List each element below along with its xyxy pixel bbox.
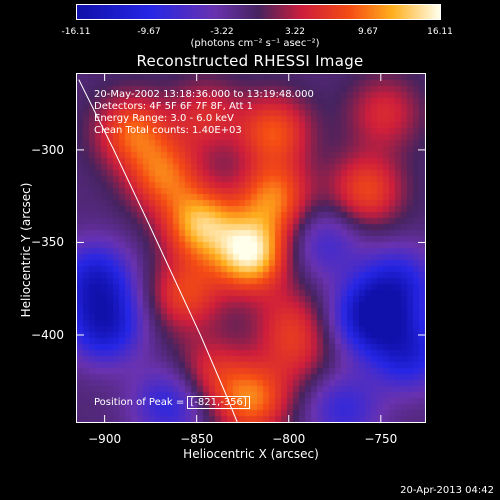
time-range-annotation: 20-May-2002 13:18:36.000 to 13:19:48.000 xyxy=(94,89,314,100)
colorbar-gradient xyxy=(77,5,440,19)
y-tick-label: −400 xyxy=(31,328,64,342)
clean-counts-annotation: Clean Total counts: 1.40E+03 xyxy=(94,125,242,136)
colorbar-unit-label: (photons cm⁻² s⁻¹ asec⁻²) xyxy=(190,38,320,49)
x-tick-label: −850 xyxy=(180,432,214,446)
y-tick-label: −350 xyxy=(31,235,64,250)
chart-title: Reconstructed RHESSI Image xyxy=(136,52,364,70)
colorbar-tick-label: 16.11 xyxy=(427,27,453,37)
y-tick-label: −300 xyxy=(31,142,64,157)
colorbar-tick-label: -9.67 xyxy=(137,27,161,37)
colorbar-tick-label: 3.22 xyxy=(284,27,306,37)
plot-overlay xyxy=(77,74,425,422)
y-axis-label: Heliocentric Y (arcsec) xyxy=(19,182,33,318)
peak-position-annotation: Position of Peak = [-821,-356] xyxy=(94,396,250,409)
detectors-annotation: Detectors: 4F 5F 6F 7F 8F, Att 1 xyxy=(94,101,254,112)
footer-date: 20-Apr-2013 04:42 xyxy=(400,485,494,496)
solar-limb-line xyxy=(78,79,238,422)
colorbar-tick-label: -16.11 xyxy=(61,27,91,37)
heatmap-image xyxy=(77,74,425,422)
x-tick-label: −800 xyxy=(272,432,306,446)
plot-area xyxy=(76,73,426,423)
x-tick-label: −750 xyxy=(364,432,398,446)
x-axis-label: Heliocentric X (arcsec) xyxy=(183,447,319,461)
peak-position-label: Position of Peak = xyxy=(94,397,188,408)
x-tick-label: −900 xyxy=(88,432,122,446)
colorbar-tick-label: -3.22 xyxy=(210,27,234,37)
colorbar-tick-label: 9.67 xyxy=(357,27,379,37)
colorbar xyxy=(76,4,441,20)
peak-position-value: [-821,-356] xyxy=(187,396,250,409)
energy-range-annotation: Energy Range: 3.0 - 6.0 keV xyxy=(94,113,234,124)
